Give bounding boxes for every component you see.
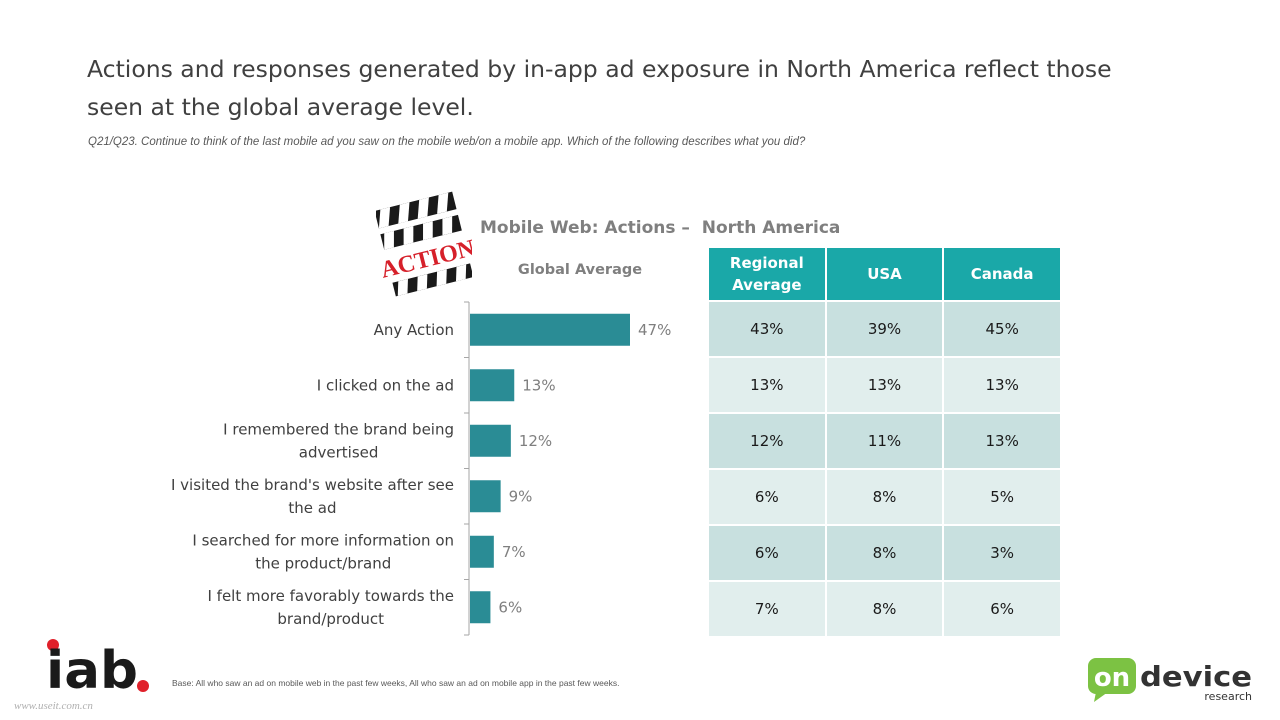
table-header-2: USA: [824, 246, 945, 302]
category-label: I clicked on the ad: [317, 376, 454, 394]
table-cell: 8%: [824, 524, 945, 582]
iab-logo-period: [137, 680, 149, 692]
data-label: 9%: [509, 487, 533, 505]
category-label: Any Action: [374, 321, 454, 339]
table-cell: 12%: [707, 412, 827, 470]
table-header-text: USA: [867, 265, 902, 283]
table-cell: 13%: [942, 356, 1062, 414]
global-average-header: Global Average: [517, 262, 643, 278]
table-row: 43% 39% 45%: [707, 300, 1062, 358]
table-cell: 6%: [707, 468, 827, 526]
category-label: I visited the brand's website after see t…: [171, 476, 454, 517]
table-row: 12% 11% 13%: [707, 412, 1062, 470]
ondevice-logo-bubble: [1088, 658, 1136, 694]
table-header-3: Canada: [942, 246, 1062, 302]
watermark: www.useit.com.cn: [14, 700, 93, 712]
bar-4: [470, 480, 501, 513]
table-row: 7% 8% 6%: [707, 580, 1062, 638]
bar-2: [470, 369, 515, 402]
table-cell: 13%: [824, 356, 945, 414]
page-title: Actions and responses generated by in-ap…: [87, 55, 1112, 121]
iab-logo-text: iab: [46, 641, 138, 694]
data-label: 7%: [502, 543, 526, 561]
table-cell: 8%: [824, 468, 945, 526]
base-note: Base: All who saw an ad on mobile web in…: [172, 678, 620, 688]
table-cell: 8%: [824, 580, 945, 638]
ondevice-logo-research: research: [1204, 690, 1252, 703]
table-header-row: Regional Average USA Canada: [707, 246, 1062, 302]
ondevice-logo-device: device: [1140, 660, 1252, 693]
table-row: 13% 13% 13%: [707, 356, 1062, 414]
bar-1: [470, 313, 630, 346]
table-cell: 6%: [707, 524, 827, 582]
category-label: I searched for more information on the pr…: [192, 531, 454, 572]
table-cell: 6%: [942, 580, 1062, 638]
category-label: I felt more favorably towards the brand/p…: [207, 587, 454, 628]
bar-5: [470, 535, 494, 568]
ondevice-logo-on: on: [1094, 663, 1130, 693]
clapperboard-icon: ACTION: [376, 191, 472, 297]
data-label: 47%: [638, 321, 671, 339]
iab-logo: iab: [46, 639, 149, 694]
table-cell: 7%: [707, 580, 827, 638]
bar-3: [470, 424, 511, 457]
regional-table: Regional Average USA Canada 43% 39% 45% 13% 13%…: [707, 246, 1062, 638]
table-cell: 45%: [942, 300, 1062, 358]
table-cell: 11%: [824, 412, 945, 470]
table-header-text: Canada: [970, 265, 1034, 283]
ondevice-logo: on device research: [1088, 658, 1252, 703]
data-label: 6%: [498, 598, 522, 616]
table-row: 6% 8% 5%: [707, 468, 1062, 526]
data-label: 13%: [522, 376, 555, 394]
table-cell: 5%: [942, 468, 1062, 526]
table-row: 6% 8% 3%: [707, 524, 1062, 582]
table-cell: 39%: [824, 300, 945, 358]
table-header-text: Regional: [729, 254, 804, 272]
survey-question: Q21/Q23. Continue to think of the last m…: [88, 136, 806, 148]
chart-title: Mobile Web: Actions – North America: [480, 218, 841, 238]
iab-logo-dot: [47, 639, 59, 651]
table-cell: 3%: [942, 524, 1062, 582]
table-cell: 13%: [942, 412, 1062, 470]
table-cell: 13%: [707, 356, 827, 414]
table-cell: 43%: [707, 300, 827, 358]
clapper-top-bar: [376, 191, 457, 229]
category-label: I remembered the brand being advertised: [223, 420, 454, 461]
table-header-1: Regional Average: [707, 246, 827, 302]
data-label: 12%: [519, 432, 552, 450]
bar-6: [470, 591, 491, 624]
table-header-text: Average: [732, 276, 802, 294]
